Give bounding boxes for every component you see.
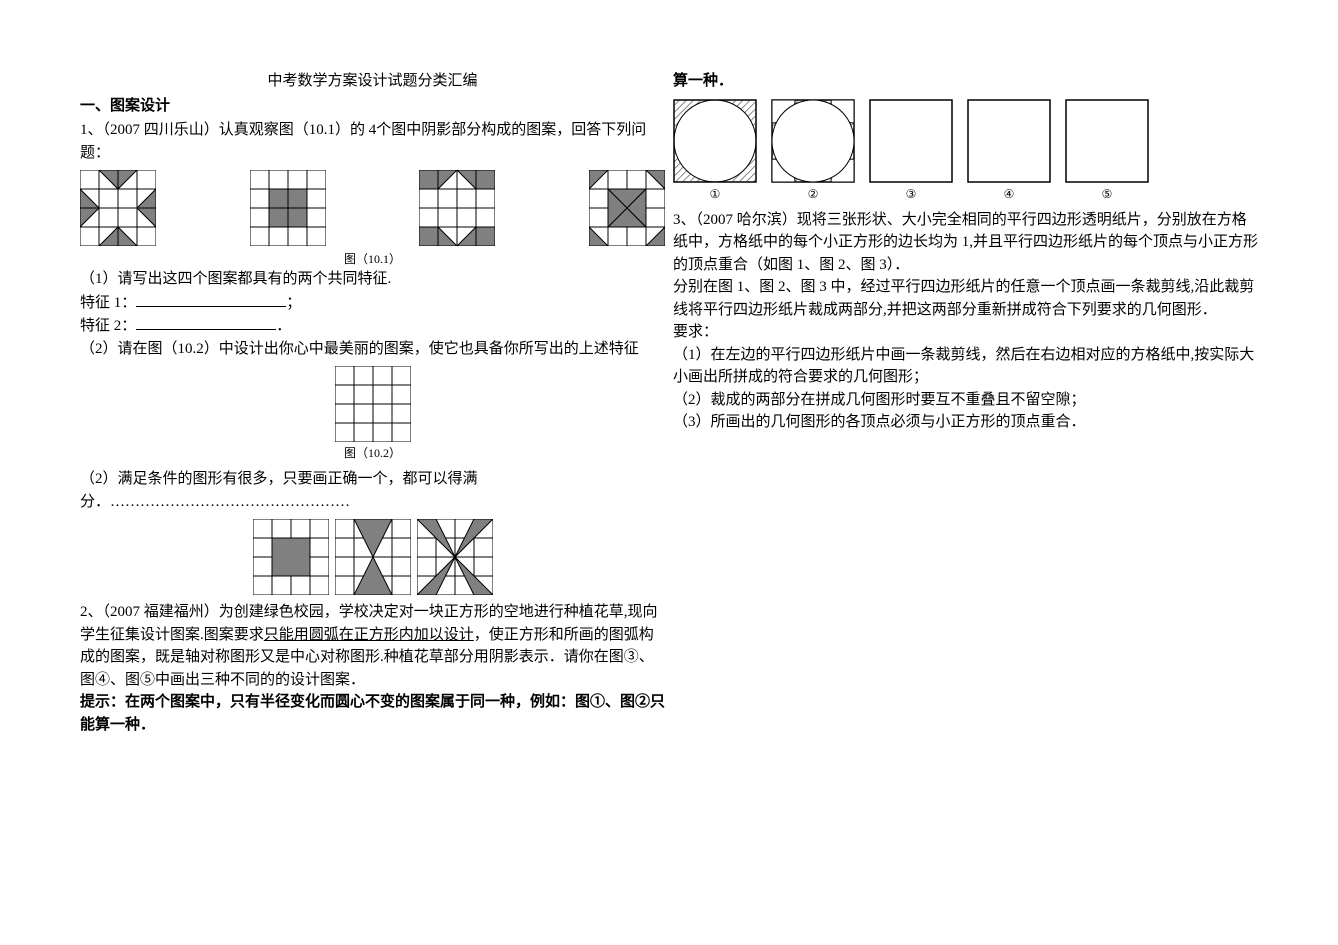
q2-lead: 2、（2007 福建福州）为创建绿色校园，学校决定对一块正方形的空地进行种植花草… (80, 601, 665, 691)
figure-10-1 (80, 170, 665, 246)
q2-fig-1 (673, 99, 757, 183)
q1-2: （2）请在图（10.2）中设计出你心中最美丽的图案，使它也具备你所写出的上述特征 (80, 338, 665, 361)
q2-hint: 提示：在两个图案中，只有半径变化而圆心不变的图案属于同一种，例如：图①、图②只能… (80, 691, 665, 736)
ans-b (335, 519, 411, 595)
q1-note: （2）满足条件的图形有很多，只要画正确一个，都可以得满分．……………………………… (80, 468, 665, 513)
fig101-b (250, 170, 326, 246)
q2-label-1: ① (710, 185, 721, 203)
fig102-grid (335, 366, 411, 442)
feat1-tail: ； (286, 295, 301, 311)
q2-label-3: ③ (906, 185, 917, 203)
req-1: （1）在左边的平行四边形纸片中画一条裁剪线，然后在右边相对应的方格纸中,按实际大… (673, 344, 1258, 389)
q2-fig-4 (967, 99, 1051, 183)
q1-lead: 1、（2007 四川乐山）认真观察图（10.1）的 4个图中阴影部分构成的图案，… (80, 119, 665, 164)
section-heading: 一、图案设计 (80, 95, 665, 118)
q1-answers-row (80, 519, 665, 595)
fig102-label: 图（10.2） (344, 444, 401, 462)
feature-2: 特征 2： ． (80, 314, 665, 338)
q2-label-2: ② (808, 185, 819, 203)
feature-1: 特征 1： ； (80, 291, 665, 315)
q2-fig-3 (869, 99, 953, 183)
q1-1: （1）请写出这四个图案都具有的两个共同特征. (80, 268, 665, 291)
fig101-c (419, 170, 495, 246)
q3-lead: 3、（2007 哈尔滨）现将三张形状、大小完全相同的平行四边形透明纸片，分别放在… (673, 209, 1258, 277)
feat1-label: 特征 1： (80, 295, 136, 311)
feat2-blank[interactable] (136, 314, 276, 330)
q3-p2: 分别在图 1、图 2、图 3 中，经过平行四边形纸片的任意一个顶点画一条裁剪线,… (673, 276, 1258, 321)
req-label: 要求： (673, 321, 1258, 344)
q2-label-5: ⑤ (1102, 185, 1113, 203)
feat1-blank[interactable] (136, 291, 286, 307)
q2-figures-row: ① ② ③ (673, 99, 1258, 203)
q2-label-4: ④ (1004, 185, 1015, 203)
req-3: （3）所画出的几何图形的各顶点必须与小正方形的顶点重合． (673, 411, 1258, 434)
q2-underline: 只能用圆弧在正方形内加以设计 (264, 627, 474, 643)
figure-10-2-row: 图（10.2） (80, 366, 665, 462)
feat2-label: 特征 2： (80, 318, 136, 334)
feat2-tail: ． (276, 318, 291, 334)
ans-a (253, 519, 329, 595)
fig101-a (80, 170, 156, 246)
q2-fig-2 (771, 99, 855, 183)
ans-c (417, 519, 493, 595)
fig101-d (589, 170, 665, 246)
fig101-label: 图（10.1） (80, 250, 665, 268)
hint-cont: 算一种． (673, 70, 1258, 93)
req-2: （2）裁成的两部分在拼成几何图形时要互不重叠且不留空隙； (673, 389, 1258, 412)
page-title: 中考数学方案设计试题分类汇编 (80, 70, 665, 93)
q2-fig-5 (1065, 99, 1149, 183)
